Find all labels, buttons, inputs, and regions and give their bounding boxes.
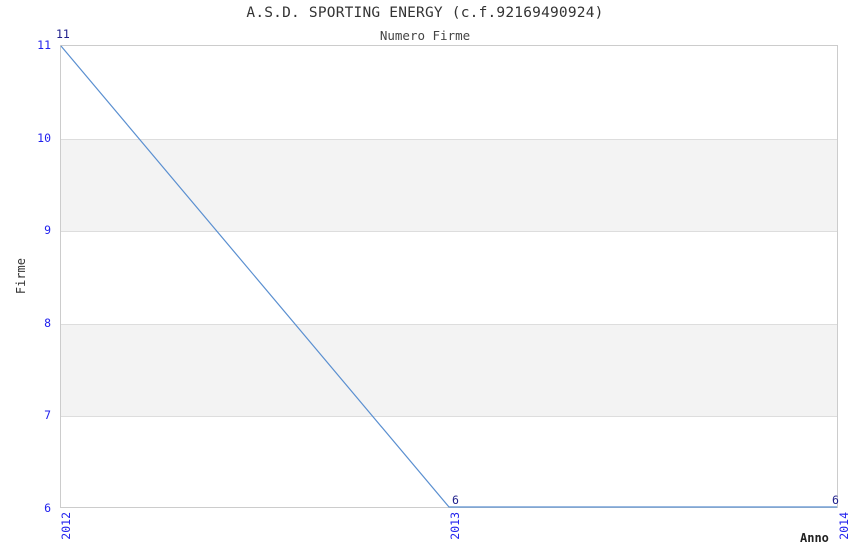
chart-title: A.S.D. SPORTING ENERGY (c.f.92169490924) xyxy=(246,5,604,21)
y-tick-label-6: 6 xyxy=(44,501,51,515)
point-label-2013: 6 xyxy=(452,493,459,507)
gridline-y-9 xyxy=(61,231,837,233)
gridline-y-7 xyxy=(61,416,837,418)
chart-subtitle: Numero Firme xyxy=(379,28,471,43)
y-tick-label-9: 9 xyxy=(44,223,51,238)
y-axis-title: Firme xyxy=(14,258,28,295)
x-axis-title: Anno xyxy=(800,531,829,545)
x-tick-label-2012: 2012 xyxy=(59,512,73,540)
y-tick-label-11: 11 xyxy=(37,38,51,52)
y-tick-label-10: 10 xyxy=(37,130,51,145)
series-polyline xyxy=(61,46,837,507)
series-line xyxy=(61,46,837,507)
y-tick-label-7: 7 xyxy=(44,408,51,423)
band-7-8 xyxy=(61,323,837,417)
gridline-y-8 xyxy=(61,323,837,325)
gridline-y-10 xyxy=(61,138,837,140)
band-9-10 xyxy=(61,138,837,232)
plot-area xyxy=(60,45,838,508)
point-label-2012: 11 xyxy=(56,27,70,41)
x-tick-label-2013: 2013 xyxy=(448,512,462,540)
x-tick-label-2014: 2014 xyxy=(837,512,850,540)
point-label-2014: 6 xyxy=(832,493,839,507)
y-tick-label-8: 8 xyxy=(44,315,51,330)
